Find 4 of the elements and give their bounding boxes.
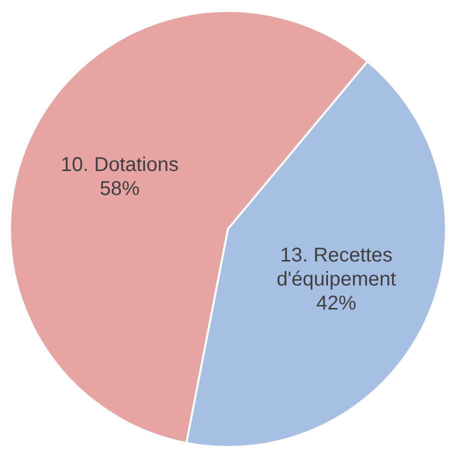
data-label: 58%: [100, 178, 140, 200]
slice-label: 13. Recettes d'équipement: [276, 244, 396, 291]
data-label: 42%: [316, 292, 357, 315]
slice-label: 10. Dotations: [60, 154, 179, 176]
